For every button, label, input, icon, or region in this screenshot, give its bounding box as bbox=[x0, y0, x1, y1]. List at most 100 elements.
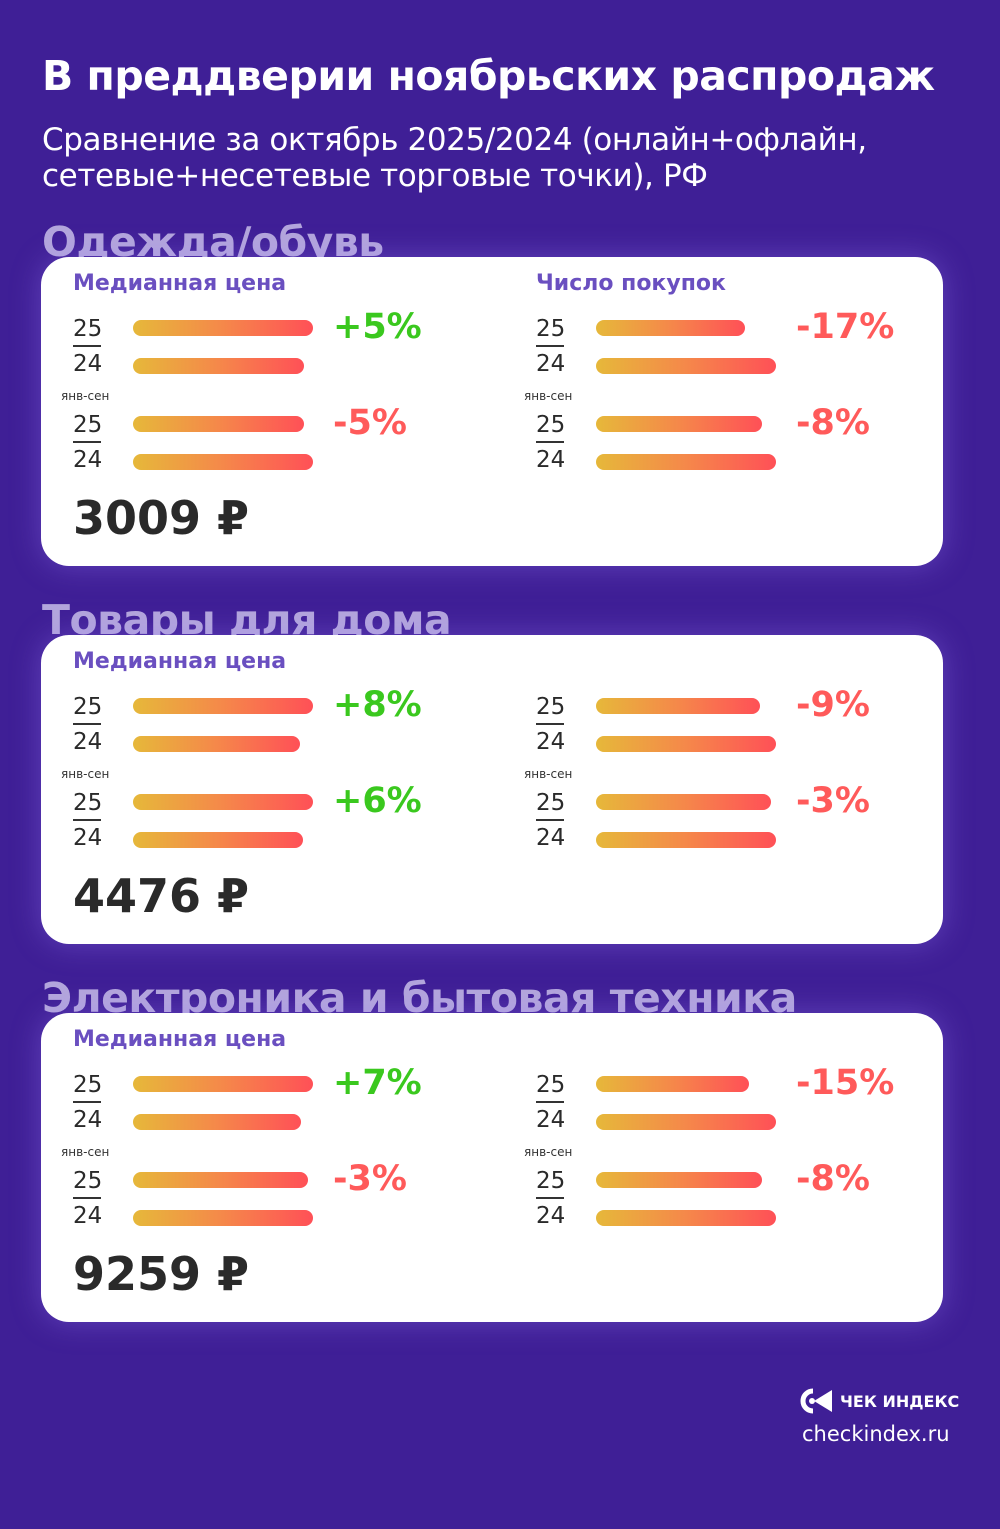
comparison-group: янв-сен 25 24 -8% bbox=[524, 389, 956, 489]
change-percent: -9% bbox=[796, 685, 870, 725]
left-metric-column: Медианная цена 25 24 +7% янв-сен 25 24 -3% bbox=[61, 1013, 493, 1322]
year-fraction: 25 24 bbox=[73, 1069, 103, 1137]
section-card: Медианная цена 25 24 +7% янв-сен 25 24 -3% 25 24-… bbox=[41, 1013, 943, 1322]
site-url: checkindex.ru bbox=[802, 1422, 950, 1446]
year-2024-label: 24 bbox=[536, 1203, 566, 1229]
right-metric-column: 25 24 -15% янв-сен 25 24 -8% bbox=[524, 1013, 956, 1322]
bar-2025 bbox=[596, 698, 760, 714]
section-card: Медианная цена 25 24 +8% янв-сен 25 24 +6% 25 24-… bbox=[41, 635, 943, 944]
bar-2024 bbox=[133, 1210, 313, 1226]
year-2025-label: 25 bbox=[73, 313, 102, 347]
year-2024-label: 24 bbox=[73, 351, 103, 377]
year-fraction: 25 24 bbox=[536, 1165, 566, 1233]
comparison-group: 25 24 +7% bbox=[73, 1063, 493, 1149]
comparison-group: 25 24 -15% bbox=[536, 1063, 956, 1149]
section-card: Медианная цена 25 24 +5% янв-сен 25 24 -5% Число… bbox=[41, 257, 943, 566]
metric-label: Медианная цена bbox=[73, 271, 287, 296]
year-2024-label: 24 bbox=[536, 825, 566, 851]
bar-2024 bbox=[596, 832, 776, 848]
comparison-group: 25 24 -17% bbox=[536, 307, 956, 393]
bar-2024 bbox=[133, 832, 303, 848]
year-2024-label: 24 bbox=[73, 1203, 103, 1229]
logo-text: ЧЕК ИНДЕКС bbox=[840, 1391, 960, 1411]
checkindex-logo-icon bbox=[800, 1388, 832, 1414]
comparison-group: 25 24 +8% bbox=[73, 685, 493, 771]
year-fraction: 25 24 bbox=[73, 787, 103, 855]
change-percent: -3% bbox=[333, 1159, 407, 1199]
year-2025-label: 25 bbox=[73, 409, 102, 443]
change-percent: +5% bbox=[333, 307, 422, 347]
bar-2025 bbox=[596, 794, 771, 810]
change-percent: -15% bbox=[796, 1063, 895, 1103]
year-fraction: 25 24 bbox=[536, 691, 566, 759]
year-2025-label: 25 bbox=[73, 691, 102, 725]
year-fraction: 25 24 bbox=[536, 787, 566, 855]
bar-2024 bbox=[596, 454, 776, 470]
year-fraction: 25 24 bbox=[73, 1165, 103, 1233]
year-2025-label: 25 bbox=[73, 787, 102, 821]
comparison-group: 25 24 +5% bbox=[73, 307, 493, 393]
year-2024-label: 24 bbox=[73, 825, 103, 851]
year-2024-label: 24 bbox=[73, 1107, 103, 1133]
bar-2024 bbox=[133, 358, 305, 374]
period-label: янв-сен bbox=[61, 1145, 110, 1159]
year-2025-label: 25 bbox=[73, 1069, 102, 1103]
comparison-group: 25 24 -9% bbox=[536, 685, 956, 771]
comparison-group: янв-сен 25 24 +6% bbox=[61, 767, 493, 867]
change-percent: -8% bbox=[796, 1159, 870, 1199]
checkindex-logo: ЧЕК ИНДЕКС bbox=[800, 1388, 959, 1414]
bar-2025 bbox=[133, 1172, 308, 1188]
right-metric-column: 25 24 -9% янв-сен 25 24 -3% bbox=[524, 635, 956, 944]
change-percent: -17% bbox=[796, 307, 895, 347]
year-2025-label: 25 bbox=[536, 787, 565, 821]
year-2025-label: 25 bbox=[536, 409, 565, 443]
year-fraction: 25 24 bbox=[536, 1069, 566, 1137]
bar-2025 bbox=[596, 320, 746, 336]
year-fraction: 25 24 bbox=[73, 313, 103, 381]
period-label: янв-сен bbox=[524, 389, 573, 403]
year-2024-label: 24 bbox=[536, 729, 566, 755]
bar-2025 bbox=[133, 698, 313, 714]
page-title: В преддверии ноябрьских распродаж bbox=[42, 52, 935, 100]
bar-2025 bbox=[596, 1076, 749, 1092]
change-percent: +7% bbox=[333, 1063, 422, 1103]
period-label: янв-сен bbox=[524, 767, 573, 781]
year-2025-label: 25 bbox=[536, 1069, 565, 1103]
bar-2024 bbox=[133, 1114, 302, 1130]
metric-label: Медианная цена bbox=[73, 1027, 287, 1052]
comparison-group: янв-сен 25 24 -3% bbox=[524, 767, 956, 867]
comparison-group: янв-сен 25 24 -5% bbox=[61, 389, 493, 489]
year-fraction: 25 24 bbox=[73, 409, 102, 477]
change-percent: -8% bbox=[796, 403, 870, 443]
bar-2025 bbox=[133, 1076, 313, 1092]
metric-label: Медианная цена bbox=[73, 649, 287, 674]
bar-2025 bbox=[596, 1172, 762, 1188]
change-percent: -3% bbox=[796, 781, 870, 821]
year-2025-label: 25 bbox=[536, 691, 565, 725]
year-2024-label: 24 bbox=[73, 729, 103, 755]
bar-2024 bbox=[596, 1114, 776, 1130]
bar-2024 bbox=[133, 736, 300, 752]
period-label: янв-сен bbox=[61, 389, 110, 403]
year-fraction: 25 24 bbox=[536, 409, 566, 477]
bar-2024 bbox=[596, 1210, 776, 1226]
year-2024-label: 24 bbox=[536, 1107, 566, 1133]
median-price: 9259 ₽ bbox=[73, 1247, 250, 1301]
bar-2024 bbox=[596, 736, 776, 752]
year-2024-label: 24 bbox=[536, 447, 566, 473]
bar-2024 bbox=[133, 454, 313, 470]
year-2024-label: 24 bbox=[536, 351, 566, 377]
change-percent: +8% bbox=[333, 685, 422, 725]
bar-2025 bbox=[133, 416, 304, 432]
median-price: 4476 ₽ bbox=[73, 869, 250, 923]
metric-label: Число покупок bbox=[536, 271, 726, 296]
change-percent: -5% bbox=[333, 403, 407, 443]
left-metric-column: Медианная цена 25 24 +5% янв-сен 25 24 -5% bbox=[61, 257, 493, 566]
period-label: янв-сен bbox=[524, 1145, 573, 1159]
bar-2025 bbox=[133, 794, 313, 810]
year-2025-label: 25 bbox=[73, 1165, 102, 1199]
year-2025-label: 25 bbox=[536, 313, 565, 347]
change-percent: +6% bbox=[333, 781, 422, 821]
bar-2024 bbox=[596, 358, 776, 374]
year-fraction: 25 24 bbox=[73, 691, 103, 759]
